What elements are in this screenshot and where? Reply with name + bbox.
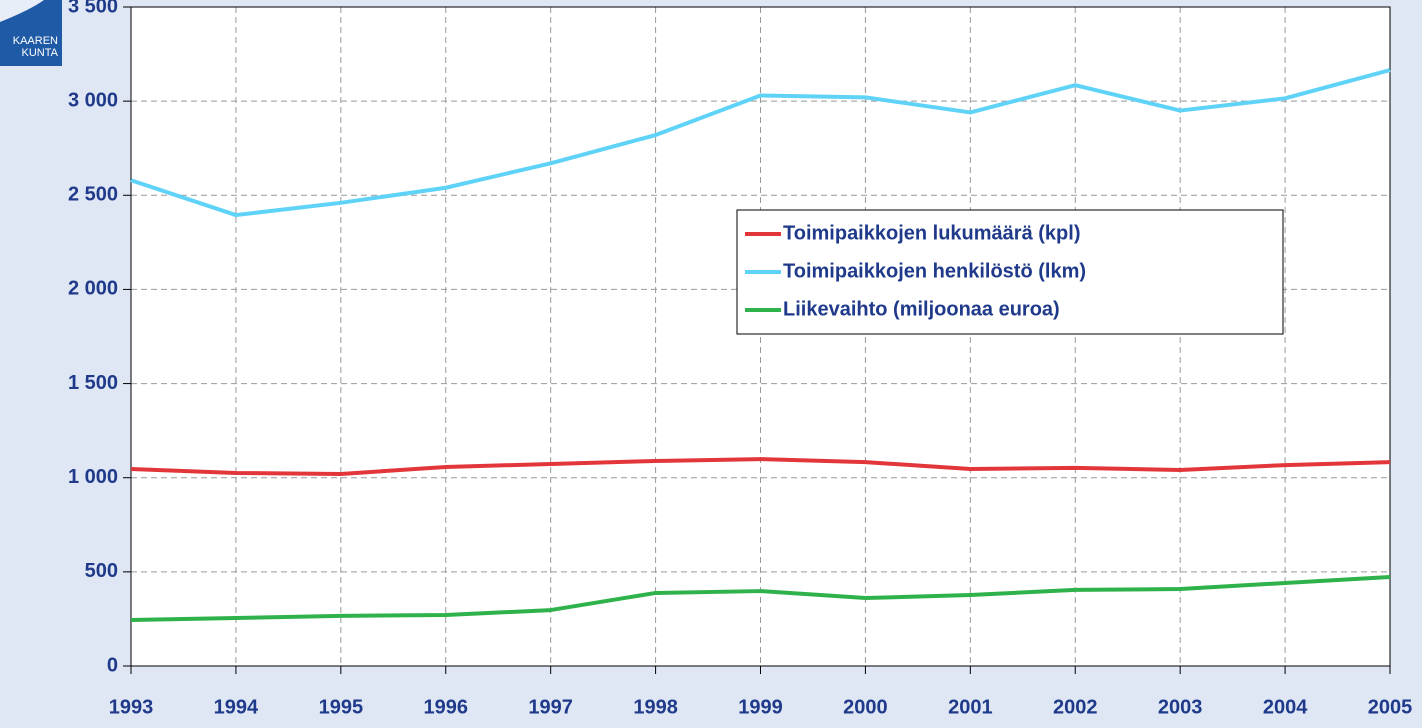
plot-area [131, 7, 1390, 666]
legend-label: Toimipaikkojen lukumäärä (kpl) [783, 222, 1080, 244]
x-tick-label: 1994 [214, 696, 259, 718]
legend-label: Liikevaihto (miljoonaa euroa) [783, 298, 1060, 320]
logo-text: KUNTA [22, 47, 59, 59]
x-tick-label: 1993 [109, 696, 154, 718]
x-tick-label: 2005 [1368, 696, 1413, 718]
y-tick-label: 2 500 [68, 184, 118, 206]
x-tick-label: 2002 [1053, 696, 1098, 718]
legend-label: Toimipaikkojen henkilöstö (lkm) [783, 260, 1086, 282]
x-tick-label: 1997 [528, 696, 573, 718]
x-tick-label: 2003 [1158, 696, 1203, 718]
y-tick-label: 3 500 [68, 0, 118, 17]
series-line [130, 68, 1391, 218]
legend-box [736, 209, 1284, 335]
x-tick-label: 1999 [738, 696, 783, 718]
x-tick-label: 1995 [319, 696, 364, 718]
x-tick-label: 1996 [424, 696, 469, 718]
logo-emblem [0, 0, 44, 22]
x-tick-label: 1998 [633, 696, 678, 718]
x-tick-label: 2004 [1263, 696, 1308, 718]
plot-border [130, 6, 1391, 667]
y-tick-label: 1 000 [68, 466, 118, 488]
y-tick-label: 500 [85, 560, 118, 582]
series-line [130, 457, 1391, 476]
x-tick-label: 2001 [948, 696, 993, 718]
series-line [130, 574, 1391, 623]
y-tick-label: 1 500 [68, 372, 118, 394]
y-tick-label: 2 000 [68, 278, 118, 300]
y-tick-label: 0 [107, 654, 118, 676]
x-tick-label: 2000 [843, 696, 888, 718]
y-tick-label: 3 000 [68, 89, 118, 111]
logo-text: KAAREN [13, 35, 58, 47]
